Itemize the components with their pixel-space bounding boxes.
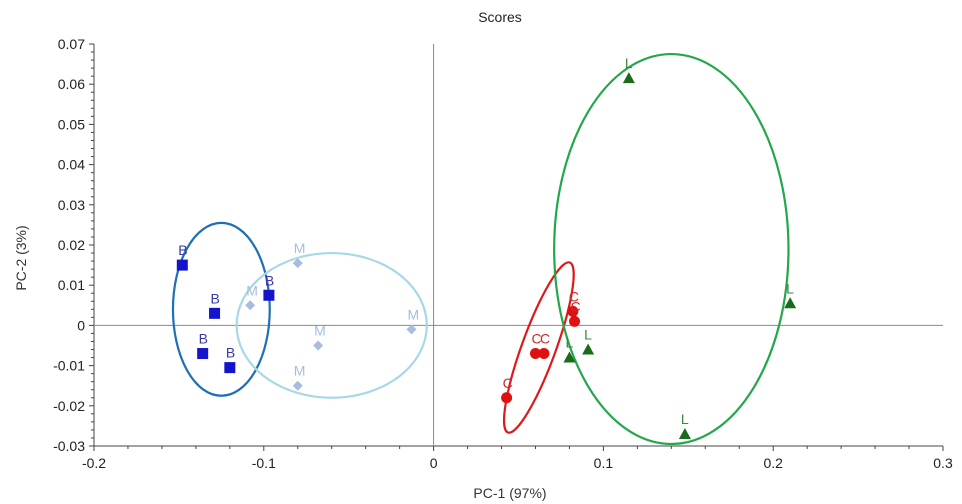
y-tick-label: 0.03 [58, 197, 85, 213]
confidence-ellipse-L [553, 52, 790, 446]
y-tick-label: -0.03 [53, 438, 85, 454]
point-label-L: L [565, 335, 573, 351]
y-tick-label: -0.02 [53, 398, 85, 414]
point-label-M: M [246, 282, 258, 298]
confidence-ellipse-M [235, 251, 428, 399]
point-label-L: L [786, 280, 794, 296]
confidence-ellipse-B [171, 221, 271, 397]
y-tick-label: 0 [77, 317, 85, 333]
y-tick-label: 0.02 [58, 237, 85, 253]
point-M [313, 340, 324, 351]
point-B [209, 307, 221, 319]
plot-area: -0.03 -0.02 -0.01 0 0.01 0.02 0.03 0.04 0.05 0.06… [53, 36, 953, 471]
point-B [197, 348, 209, 360]
point-label-L: L [681, 411, 689, 427]
point-label-C: C [540, 331, 550, 347]
point-B [224, 362, 236, 374]
x-tick-label: 0.2 [763, 455, 783, 471]
y-tick-label: 0.04 [58, 157, 85, 173]
point-L [622, 72, 635, 84]
point-label-M: M [408, 306, 420, 322]
point-label-M: M [294, 363, 306, 379]
point-M [292, 258, 303, 269]
point-C [538, 348, 550, 360]
point-label-C: C [503, 375, 513, 391]
point-C [567, 305, 579, 317]
point-label-B: B [265, 272, 274, 288]
point-C [529, 348, 541, 360]
x-tick-label: -0.2 [82, 455, 106, 471]
point-B [176, 259, 188, 271]
x-tick-label: 0.1 [594, 455, 614, 471]
point-label-L: L [625, 55, 633, 71]
point-label-B: B [178, 242, 187, 258]
point-M [406, 324, 417, 335]
point-label-B: B [226, 345, 235, 361]
point-L [784, 297, 797, 309]
x-tick-label: -0.1 [252, 455, 276, 471]
y-tick-label: 0.07 [58, 36, 85, 52]
point-label-M: M [294, 240, 306, 256]
point-label-B: B [199, 331, 208, 347]
x-axis-label: PC-1 (97%) [473, 485, 546, 501]
point-M [292, 380, 303, 391]
point-label-M: M [314, 323, 326, 339]
point-B [263, 289, 275, 301]
y-tick-label: 0.06 [58, 76, 85, 92]
point-label-C: C [571, 298, 581, 314]
confidence-ellipse-C [502, 261, 575, 434]
chart-title: Scores [478, 9, 522, 25]
y-tick-label: -0.01 [53, 358, 85, 374]
point-C [569, 315, 581, 327]
point-L [563, 351, 576, 363]
point-C [501, 392, 513, 404]
y-tick-label: 0.05 [58, 116, 85, 132]
point-label-C: C [531, 331, 541, 347]
point-label-L: L [584, 327, 592, 343]
y-axis-label: PC-2 (3%) [13, 225, 29, 290]
x-tick-label: 0 [430, 455, 438, 471]
point-M [245, 300, 256, 311]
point-label-B: B [211, 290, 220, 306]
x-tick-label: 0.3 [933, 455, 953, 471]
point-L [678, 427, 691, 439]
point-L [582, 343, 595, 355]
y-tick-label: 0.01 [58, 277, 85, 293]
point-label-C: C [569, 288, 579, 304]
